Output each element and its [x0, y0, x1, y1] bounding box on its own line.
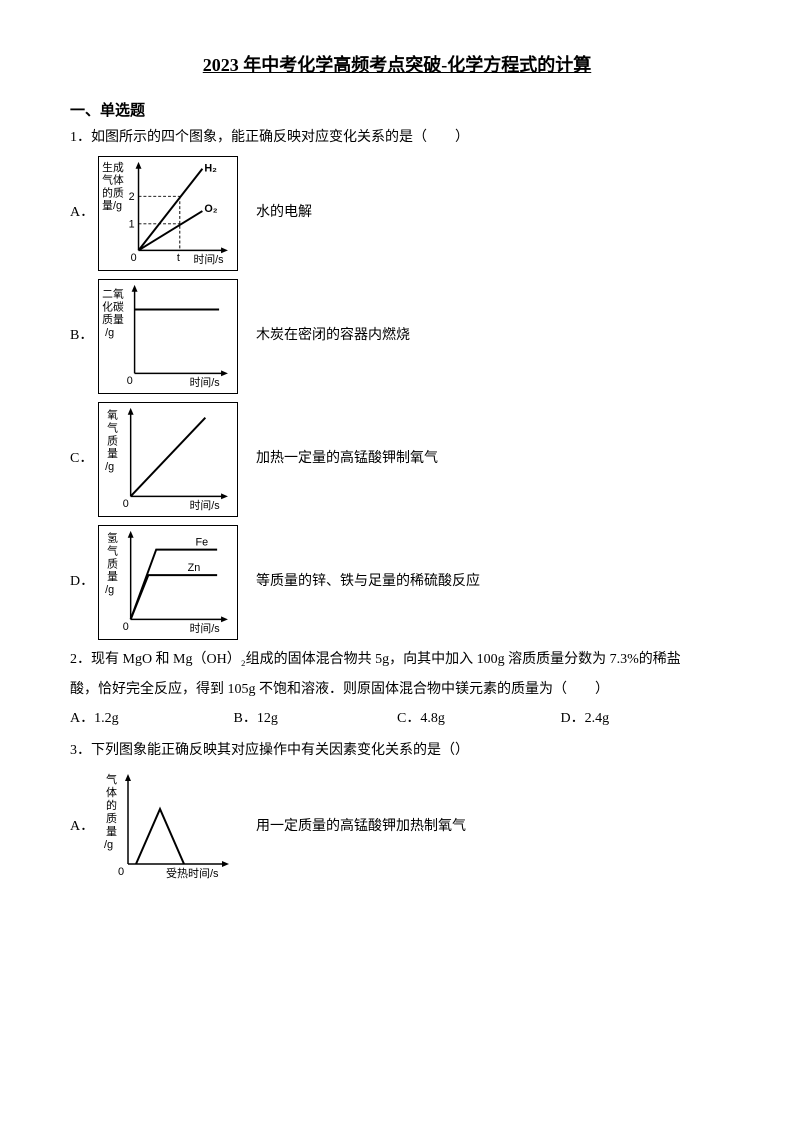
option-label: A．: [70, 201, 98, 225]
q2-stem-line1: 2．现有 MgO 和 Mg（OH）₂组成的固体混合物共 5g，向其中加入 100…: [70, 648, 724, 672]
y-axis-label: 量: [106, 825, 117, 838]
q3-stem: 3．下列图象能正确反映其对应操作中有关因素变化关系的是（）: [70, 739, 724, 763]
xtick: t: [177, 252, 180, 264]
y-axis-label: 气: [106, 772, 117, 786]
series-label: Zn: [188, 562, 201, 574]
origin-label: 0: [127, 375, 133, 387]
chart-d: 氢 气 质 量 /g 0 时间/s Fe Zn: [98, 525, 238, 640]
chart-b: 二氧 化碳 质量 /g 0 时间/s: [98, 279, 238, 394]
y-axis-label: 量/g: [102, 199, 122, 212]
y-axis-label: 量: [107, 447, 118, 460]
q1-option-b: B． 二氧 化碳 质量 /g 0 时间/s 木炭在密闭的容器内燃烧: [70, 279, 724, 394]
y-axis-label: 的质: [102, 185, 124, 199]
series-label: O₂: [204, 203, 217, 215]
x-axis-label: 受热时间/s: [166, 867, 219, 880]
q1-option-a: A． 生成 气体 的质 量/g 0 时间/s H₂ O₂ 2 1 t: [70, 156, 724, 271]
chart-a: 生成 气体 的质 量/g 0 时间/s H₂ O₂ 2 1 t: [98, 156, 238, 271]
x-axis-label: 时间/s: [190, 622, 221, 635]
q2-choices: A．1.2g B．12g C．4.8g D．2.4g: [70, 707, 724, 731]
y-axis-label: 氧: [107, 408, 118, 422]
option-desc: 水的电解: [256, 201, 724, 225]
y-axis-label: 气: [107, 543, 118, 557]
y-axis-label: /g: [105, 461, 114, 473]
q2-stem-line2: 酸，恰好完全反应，得到 105g 不饱和溶液．则原固体混合物中镁元素的质量为（ …: [70, 678, 724, 702]
y-axis-label: 气体: [102, 172, 124, 186]
series-label: H₂: [204, 163, 217, 175]
choice-b: B．12g: [234, 707, 398, 731]
q1-option-d: D． 氢 气 质 量 /g 0 时间/s Fe Zn 等质量的锌、铁与足量的稀硫…: [70, 525, 724, 640]
chart-c: 氧 气 质 量 /g 0 时间/s: [98, 402, 238, 517]
section-heading: 一、单选题: [70, 99, 724, 125]
x-axis-label: 时间/s: [194, 253, 225, 266]
y-axis-label: 质: [107, 434, 118, 447]
option-label: C．: [70, 447, 98, 471]
y-axis-label: /g: [104, 839, 113, 851]
y-axis-label: 质: [107, 557, 118, 570]
chart-q3a: 气 体 的 质 量 /g 0 受热时间/s: [98, 769, 238, 884]
option-label: A．: [70, 815, 98, 839]
ytick: 2: [129, 191, 135, 203]
page-title: 2023 年中考化学高频考点突破-化学方程式的计算: [70, 50, 724, 81]
option-desc: 用一定质量的高锰酸钾加热制氧气: [256, 815, 724, 839]
origin-label: 0: [123, 498, 129, 510]
origin-label: 0: [118, 866, 124, 878]
ytick: 1: [129, 219, 135, 231]
choice-c: C．4.8g: [397, 707, 561, 731]
series-label: Fe: [196, 537, 209, 549]
origin-label: 0: [131, 252, 137, 264]
y-axis-label: /g: [105, 327, 114, 339]
option-desc: 等质量的锌、铁与足量的稀硫酸反应: [256, 570, 724, 594]
y-axis-label: 质: [106, 812, 117, 825]
choice-d: D．2.4g: [561, 707, 725, 731]
q1-option-c: C． 氧 气 质 量 /g 0 时间/s 加热一定量的高锰酸钾制氧气: [70, 402, 724, 517]
option-label: B．: [70, 324, 98, 348]
q1-stem: 1．如图所示的四个图象，能正确反映对应变化关系的是（ ）: [70, 126, 724, 150]
origin-label: 0: [123, 621, 129, 633]
y-axis-label: 化碳: [102, 299, 124, 313]
y-axis-label: /g: [105, 584, 114, 596]
y-axis-label: 二氧: [102, 287, 124, 301]
y-axis-label: 氢: [107, 531, 118, 545]
option-label: D．: [70, 570, 98, 594]
option-desc: 加热一定量的高锰酸钾制氧气: [256, 447, 724, 471]
y-axis-label: 生成: [102, 160, 124, 174]
y-axis-label: 的: [106, 798, 117, 812]
y-axis-label: 量: [107, 570, 118, 583]
x-axis-label: 时间/s: [190, 499, 221, 512]
y-axis-label: 体: [106, 785, 117, 799]
q3-option-a: A． 气 体 的 质 量 /g 0 受热时间/s 用一定质量的高锰酸钾加热制氧气: [70, 769, 724, 884]
y-axis-label: 气: [107, 420, 118, 434]
x-axis-label: 时间/s: [190, 376, 221, 389]
choice-a: A．1.2g: [70, 707, 234, 731]
y-axis-label: 质量: [102, 313, 124, 326]
option-desc: 木炭在密闭的容器内燃烧: [256, 324, 724, 348]
